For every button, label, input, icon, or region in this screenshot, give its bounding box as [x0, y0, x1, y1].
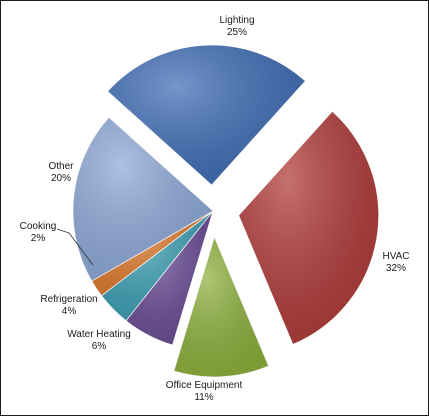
- category-label-cooking: Cooking: [20, 221, 57, 232]
- pie-slice-shading-other: [73, 117, 213, 281]
- value-label-lighting: 25%: [227, 27, 247, 38]
- category-label-lighting: Lighting: [219, 15, 254, 26]
- value-label-water-heating: 6%: [92, 341, 107, 352]
- value-label-refrigeration: 4%: [62, 306, 77, 317]
- category-label-other: Other: [48, 161, 74, 172]
- pie-slice-shading-lighting: [107, 45, 306, 186]
- category-label-hvac: HVAC: [382, 251, 409, 262]
- pie-slice-shading-cooking: [91, 211, 213, 296]
- leader-line-cooking: [56, 228, 94, 266]
- pie-slice-shading-water-heating: [126, 211, 213, 346]
- pie-slice-shading-hvac: [238, 111, 379, 345]
- value-label-hvac: 32%: [386, 263, 406, 274]
- pie-slice-shading-refrigeration: [101, 211, 213, 321]
- category-label-office-equipment: Office Equipment: [166, 380, 243, 391]
- value-label-cooking: 2%: [31, 233, 46, 244]
- value-label-other: 20%: [51, 173, 71, 184]
- category-label-refrigeration: Refrigeration: [40, 294, 97, 305]
- value-label-office-equipment: 11%: [194, 392, 213, 403]
- category-label-water-heating: Water Heating: [67, 329, 131, 340]
- pie-slice-shading-office-equipment: [173, 236, 269, 377]
